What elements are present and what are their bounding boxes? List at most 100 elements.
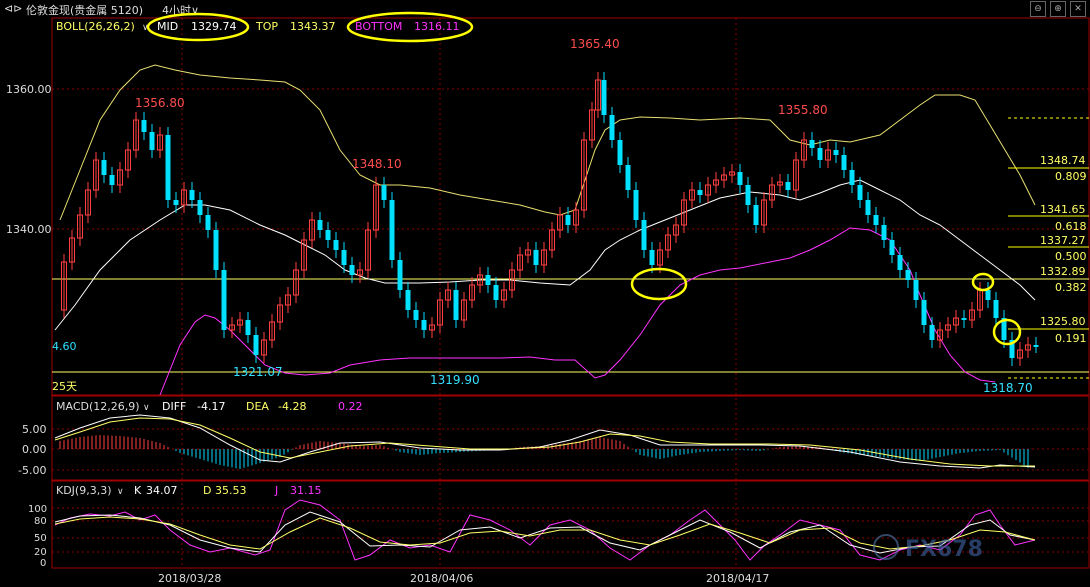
fibonacci-levels: 1348.74 0.809 1341.65 0.618 1337.27 0.50… [1008,117,1089,379]
fib-price-4: 1325.80 [1040,315,1086,328]
candle-body [857,185,863,200]
candle-body [149,132,155,150]
candle-body [445,289,451,301]
candle-body [633,190,639,220]
candle-body [157,134,163,151]
watermark-logo-icon [873,534,899,560]
boll-dropdown-icon[interactable]: ∨ [142,23,149,33]
left-partial-label: 25天 [52,380,77,393]
candle-body [93,159,99,191]
x-date-1: 2018/03/28 [158,572,221,585]
candle-body [897,255,903,270]
fib-price-3: 1332.89 [1040,265,1086,278]
watermark-text: FX678 [905,537,983,562]
candle-body [405,290,411,310]
d-label: D [203,484,211,497]
boll-label: BOLL(26,26,2) [56,20,135,33]
candle-body [873,215,879,225]
candle-body [517,254,523,271]
macd-panel-frame [51,395,1090,481]
candle-body [533,250,539,265]
candle-body [657,249,663,266]
candle-body [737,172,743,185]
candle-body [761,199,767,226]
candle-body [389,200,395,260]
kdj-y-0: 0 [40,558,46,569]
candle-body [769,184,775,201]
candle-body [681,199,687,226]
candle-body [557,214,563,231]
candle-body [421,320,427,330]
fib-ratio-0: 0.809 [1055,170,1087,183]
candle-body [817,148,823,160]
macd-dropdown-icon[interactable]: ∨ [143,403,150,413]
fib-ratio-4: 0.191 [1055,332,1087,345]
fib-ratio-3: 0.382 [1055,281,1087,294]
candle-body [881,225,887,240]
highlight-ellipse-bottom [346,11,474,43]
candle-body [269,321,275,341]
d-value: 35.53 [215,484,247,497]
candle-body [197,200,203,215]
candle-body [617,140,623,165]
candle-body [437,299,443,326]
candle-body [865,200,871,215]
kdj-y-100: 100 [28,504,47,515]
highlight-ellipse-mid [146,12,250,42]
zoom-out-icon[interactable]: ⊖ [1030,1,1046,17]
candle-body [213,230,219,270]
candle-body [1017,349,1023,359]
candle-body [221,270,227,330]
candle-body [373,184,379,231]
low-label-1: 1321.07 [233,365,283,379]
candle-body [141,120,147,132]
kdj-dropdown-icon[interactable]: ∨ [117,487,124,497]
x-date-2: 2018/04/06 [410,572,473,585]
boll-top-line [59,64,1036,221]
candle-body [1025,344,1031,351]
candle-body [333,240,339,250]
back-icon[interactable]: ⊲⊳ [4,2,23,15]
candle-body [485,275,491,285]
candle-body [849,170,855,185]
candle-body [317,220,323,230]
kdj-panel-frame [51,480,1090,569]
candle-body [181,189,187,206]
candle-body [565,215,571,225]
zoom-in-icon[interactable]: ⊕ [1050,1,1066,17]
candle-body [809,140,815,148]
candle-body [993,300,999,318]
bottom-label: BOTTOM [355,20,402,33]
fib-ratio-1: 0.618 [1055,220,1087,233]
candle-body [69,237,75,263]
candle-body [453,290,459,320]
k-label: K [134,484,142,497]
diff-value: -4.17 [197,400,225,413]
candle-body [293,269,299,296]
y-label-1360: 1360.00 [6,83,52,96]
candle-body [301,239,307,271]
candle-body [85,189,91,216]
candlestick-series [61,72,1039,366]
candle-body [325,230,331,240]
top-value: 1343.37 [290,20,336,33]
candle-body [341,250,347,265]
candle-body [785,182,791,190]
candle-body [833,150,839,155]
diff-label: DIFF [162,400,186,413]
high-label-2: 1348.10 [352,157,402,171]
candle-body [589,109,595,141]
candle-body [689,189,695,201]
kdj-k-line [54,511,1036,554]
left-partial-value: 4.60 [52,340,77,353]
candle-body [937,329,943,341]
dea-label: DEA [246,400,269,413]
top-label: TOP [255,20,278,33]
close-icon[interactable]: ✕ [1070,1,1086,17]
macd-y-5: 5.00 [22,423,47,436]
mid-value: 1329.74 [191,20,237,33]
j-value: 31.15 [290,484,322,497]
candle-body [697,190,703,195]
macd-dea-line [54,417,1035,467]
